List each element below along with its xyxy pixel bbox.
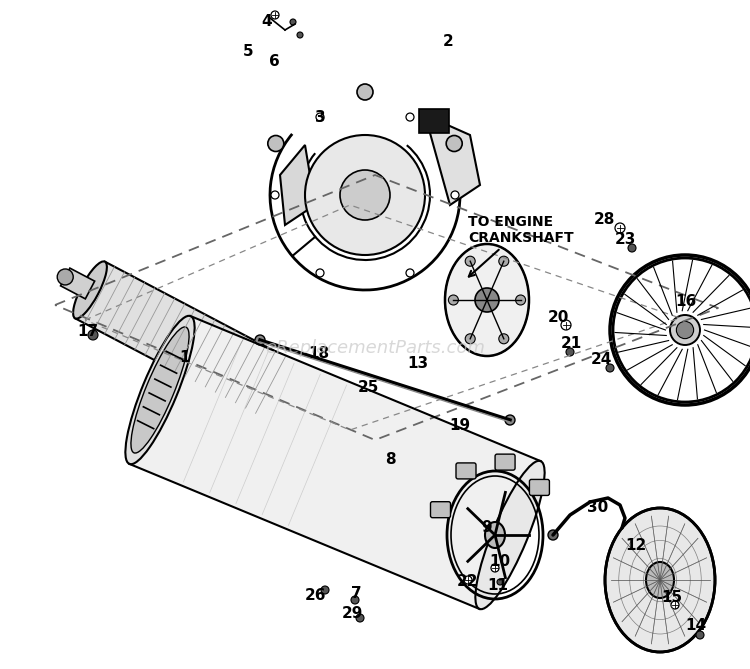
Text: 3: 3 — [315, 110, 326, 126]
Circle shape — [499, 334, 508, 344]
Text: 22: 22 — [456, 575, 478, 589]
Circle shape — [491, 564, 499, 572]
Text: 13: 13 — [407, 355, 428, 371]
Circle shape — [357, 84, 373, 100]
Text: 20: 20 — [548, 310, 568, 326]
Text: 4: 4 — [262, 15, 272, 29]
Circle shape — [297, 32, 303, 38]
Text: eReplacementParts.com: eReplacementParts.com — [265, 339, 485, 357]
Circle shape — [505, 415, 515, 425]
Text: 28: 28 — [593, 213, 615, 227]
Text: 12: 12 — [626, 539, 646, 553]
Circle shape — [406, 113, 414, 121]
Circle shape — [475, 288, 499, 312]
Circle shape — [615, 223, 625, 233]
Circle shape — [561, 320, 571, 330]
Text: 19: 19 — [449, 417, 470, 432]
Circle shape — [465, 334, 476, 344]
Circle shape — [696, 631, 704, 639]
Polygon shape — [425, 115, 480, 205]
Text: 18: 18 — [308, 345, 329, 361]
Text: 29: 29 — [341, 605, 363, 621]
Circle shape — [340, 170, 390, 220]
Ellipse shape — [125, 316, 195, 464]
FancyBboxPatch shape — [430, 502, 451, 518]
FancyBboxPatch shape — [495, 454, 515, 470]
Text: 21: 21 — [560, 337, 582, 351]
Polygon shape — [280, 145, 315, 225]
Circle shape — [515, 295, 526, 305]
FancyBboxPatch shape — [530, 480, 550, 496]
Circle shape — [446, 136, 462, 151]
Circle shape — [566, 348, 574, 356]
Circle shape — [451, 191, 459, 199]
Circle shape — [448, 295, 458, 305]
Text: 6: 6 — [268, 54, 279, 70]
Circle shape — [88, 330, 98, 340]
Text: 7: 7 — [351, 585, 361, 601]
Circle shape — [606, 364, 614, 372]
Text: 14: 14 — [686, 617, 706, 632]
Text: 9: 9 — [482, 520, 492, 535]
Ellipse shape — [280, 378, 302, 413]
Text: 30: 30 — [587, 500, 609, 516]
Ellipse shape — [605, 508, 715, 652]
Text: 23: 23 — [614, 233, 636, 248]
Text: 11: 11 — [488, 577, 508, 593]
Circle shape — [321, 586, 329, 594]
Circle shape — [271, 191, 279, 199]
Circle shape — [290, 19, 296, 25]
Circle shape — [676, 321, 694, 339]
Circle shape — [671, 601, 679, 609]
Ellipse shape — [476, 461, 544, 609]
Ellipse shape — [445, 244, 529, 356]
Text: 26: 26 — [304, 587, 326, 603]
Circle shape — [628, 244, 636, 252]
Circle shape — [465, 256, 476, 266]
FancyBboxPatch shape — [419, 109, 449, 133]
Text: 2: 2 — [442, 35, 453, 50]
Ellipse shape — [274, 369, 308, 421]
Text: 1: 1 — [180, 351, 190, 365]
Circle shape — [316, 113, 324, 121]
Circle shape — [271, 11, 279, 19]
Polygon shape — [75, 262, 295, 418]
Text: TO ENGINE
CRANKSHAFT: TO ENGINE CRANKSHAFT — [468, 215, 574, 276]
Circle shape — [316, 269, 324, 277]
FancyBboxPatch shape — [456, 463, 476, 479]
Text: 8: 8 — [385, 452, 395, 468]
Circle shape — [406, 269, 414, 277]
Text: 15: 15 — [662, 589, 682, 605]
Circle shape — [356, 614, 364, 622]
Circle shape — [670, 315, 700, 345]
Polygon shape — [61, 268, 94, 299]
Ellipse shape — [485, 522, 505, 548]
Circle shape — [497, 579, 503, 585]
Circle shape — [57, 269, 74, 285]
Circle shape — [268, 136, 284, 151]
Circle shape — [464, 576, 472, 584]
Circle shape — [499, 256, 508, 266]
Text: 16: 16 — [675, 294, 697, 310]
Text: 24: 24 — [590, 353, 612, 367]
Ellipse shape — [73, 262, 107, 318]
Circle shape — [548, 530, 558, 540]
Text: 5: 5 — [243, 45, 254, 60]
Ellipse shape — [131, 327, 189, 453]
Circle shape — [305, 135, 425, 255]
Circle shape — [351, 596, 359, 604]
Circle shape — [255, 335, 265, 345]
Polygon shape — [130, 316, 541, 609]
Text: 25: 25 — [357, 381, 379, 395]
Text: 10: 10 — [490, 555, 511, 569]
Text: 17: 17 — [77, 324, 98, 339]
Ellipse shape — [646, 562, 674, 598]
